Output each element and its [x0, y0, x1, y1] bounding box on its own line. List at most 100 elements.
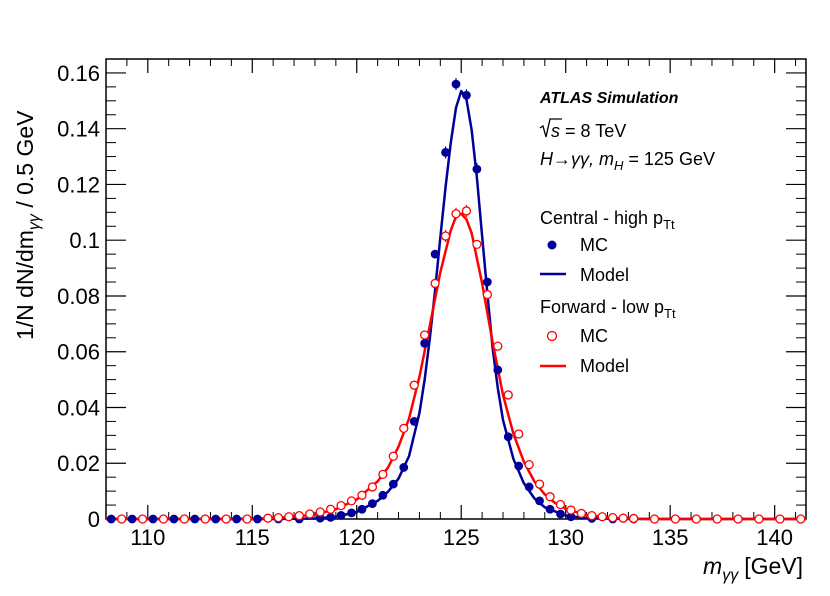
forward-mc-point	[482, 289, 492, 300]
axis-ticks	[105, 59, 806, 520]
series-layer	[106, 78, 806, 524]
central-mc-point	[503, 432, 513, 442]
forward-mc-point	[461, 206, 472, 216]
forward-mc-point	[158, 514, 169, 524]
legend: Central - high pTt MC Model Forward - lo…	[540, 208, 676, 376]
legend-header-central: Central - high pTt	[540, 208, 675, 232]
forward-mc-point	[451, 209, 461, 219]
central-mc-point	[430, 249, 440, 259]
central-mc-point	[493, 365, 503, 375]
central-mc-point	[357, 504, 367, 514]
forward-mc-point	[117, 514, 127, 524]
forward-mc-point	[200, 514, 210, 524]
central-mc-point	[514, 461, 524, 471]
y-tick-label: 0.06	[57, 340, 100, 365]
central-mc-point	[326, 512, 336, 522]
central-mc-point	[336, 510, 346, 520]
forward-mc-point	[346, 496, 357, 506]
legend-marker-forward-mc	[546, 330, 558, 342]
forward-mc-point	[325, 504, 336, 514]
central-mc-point	[420, 338, 430, 348]
x-tick-label: 130	[547, 525, 584, 550]
x-axis-title: mγγ [GeV]	[703, 553, 803, 584]
forward-mc-point	[367, 482, 378, 492]
forward-mc-point	[284, 512, 294, 522]
y-tick-label: 0.02	[57, 451, 100, 476]
central-mc-point	[535, 496, 544, 506]
central-mc-point	[211, 514, 221, 524]
sqrt-s-label: s = 8 TeV	[539, 118, 626, 141]
forward-mc-point	[555, 499, 566, 510]
y-tick-label: 0.14	[57, 117, 100, 142]
forward-mc-point	[618, 513, 628, 523]
legend-header-forward: Forward - low pTt	[540, 297, 676, 321]
central-mc-point	[127, 514, 137, 524]
central-mc-point	[388, 479, 398, 489]
model-line-forward	[106, 212, 806, 521]
forward-mc-point	[336, 500, 346, 511]
legend-label-central-mc: MC	[580, 235, 608, 255]
forward-mc-point	[691, 514, 701, 524]
forward-mc-point	[796, 514, 806, 524]
forward-mc-point	[514, 429, 524, 439]
forward-mc-point	[608, 512, 618, 523]
central-mc-point	[106, 514, 116, 524]
forward-mc-point	[775, 514, 785, 524]
forward-mc-point	[493, 341, 503, 351]
central-mc-point	[253, 514, 262, 524]
forward-mc-point	[420, 330, 430, 340]
central-mc-point	[399, 463, 409, 472]
sqrt-icon	[539, 118, 562, 138]
experiment-label: ATLAS Simulation	[539, 90, 679, 107]
central-mc-point	[232, 514, 241, 524]
legend-label-central-model: Model	[580, 265, 629, 285]
forward-mc-point	[597, 512, 607, 522]
forward-mc-point	[221, 514, 231, 524]
forward-mc-point	[576, 508, 587, 519]
legend-label-forward-mc: MC	[580, 326, 608, 346]
y-axis-title: 1/N dN/dmγγ / 0.5 GeV	[12, 110, 43, 340]
process-label: H→γγ, mH = 125 GeV	[540, 149, 715, 173]
forward-mc-point	[430, 278, 440, 289]
x-tick-label: 125	[443, 525, 480, 550]
central-mc-point	[462, 90, 471, 100]
central-mc-point	[169, 514, 179, 524]
forward-mc-point	[545, 492, 555, 502]
x-tick-label: 140	[756, 525, 793, 550]
forward-mc-point	[315, 507, 325, 517]
x-tick-label: 120	[338, 525, 375, 550]
forward-mc-point	[137, 514, 148, 524]
forward-mc-point	[534, 479, 545, 489]
forward-mc-point	[733, 514, 743, 524]
forward-mc-point	[179, 514, 190, 524]
central-mc-point	[368, 499, 377, 509]
svg-text:s = 8 TeV: s = 8 TeV	[551, 121, 626, 141]
central-mc-point	[451, 79, 461, 89]
central-mc-point	[441, 147, 450, 157]
legend-label-forward-model: Model	[580, 356, 629, 376]
x-tick-label: 110	[130, 525, 165, 550]
x-tick-label: 135	[652, 525, 689, 550]
x-tick-label: 115	[235, 525, 270, 550]
y-tick-label: 0.1	[69, 228, 100, 253]
forward-mc-point	[378, 469, 388, 480]
forward-mc-point	[294, 511, 304, 521]
central-mc-point	[347, 508, 356, 518]
forward-mc-point	[712, 514, 722, 524]
y-tick-label: 0.16	[57, 61, 100, 86]
forward-mc-point	[472, 239, 482, 250]
central-mc-point	[556, 509, 565, 519]
forward-mc-point	[566, 505, 576, 515]
forward-mc-point	[440, 231, 451, 241]
forward-mc-point	[587, 511, 597, 521]
forward-mc-point	[649, 514, 660, 524]
forward-mc-point	[754, 514, 764, 524]
forward-mc-point	[670, 514, 681, 524]
plot-frame	[105, 58, 807, 520]
y-tick-label: 0.12	[57, 172, 100, 197]
central-mc-point	[378, 490, 388, 500]
y-tick-labels: 0 0.02 0.04 0.06 0.08 0.1 0.12 0.14 0.16	[57, 61, 100, 532]
y-tick-label: 0.08	[57, 284, 100, 309]
central-mc-point	[482, 277, 492, 287]
forward-mc-point	[273, 512, 284, 523]
